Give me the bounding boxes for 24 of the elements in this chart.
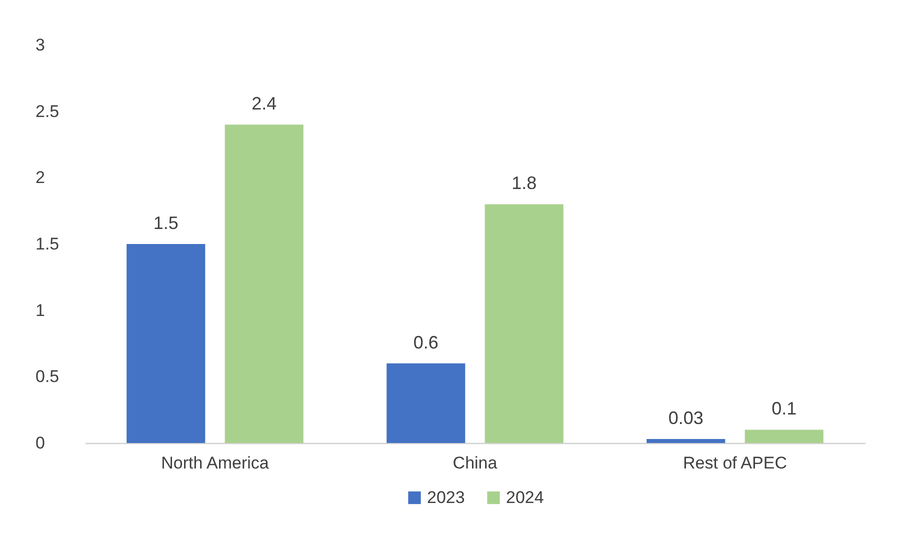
data-label: 1.8 — [512, 173, 537, 194]
bar — [744, 430, 824, 443]
x-tick-label: China — [452, 454, 498, 472]
y-tick-label: 3 — [36, 36, 45, 54]
x-tick-label: North America — [161, 454, 270, 472]
data-label: 0.03 — [668, 408, 704, 428]
data-label: 1.5 — [153, 213, 178, 233]
x-tick-label: Rest of APEC — [683, 454, 787, 472]
y-tick-label: 2.5 — [36, 102, 60, 121]
bar — [646, 439, 726, 443]
y-tick-label: 1.5 — [36, 234, 60, 254]
bar — [484, 204, 564, 443]
bar — [386, 363, 466, 443]
legend-label: 2023 — [427, 488, 465, 507]
legend-label: 2024 — [506, 488, 544, 507]
data-label: 0.1 — [772, 398, 797, 419]
bar — [224, 124, 304, 443]
data-label: 2.4 — [252, 94, 277, 114]
y-tick-label: 0 — [36, 434, 45, 452]
y-tick-label: 0.5 — [36, 367, 60, 386]
data-label: 0.6 — [413, 332, 438, 352]
y-tick-label: 2 — [36, 168, 45, 188]
bar — [126, 244, 206, 443]
y-tick-label: 1 — [36, 300, 45, 320]
